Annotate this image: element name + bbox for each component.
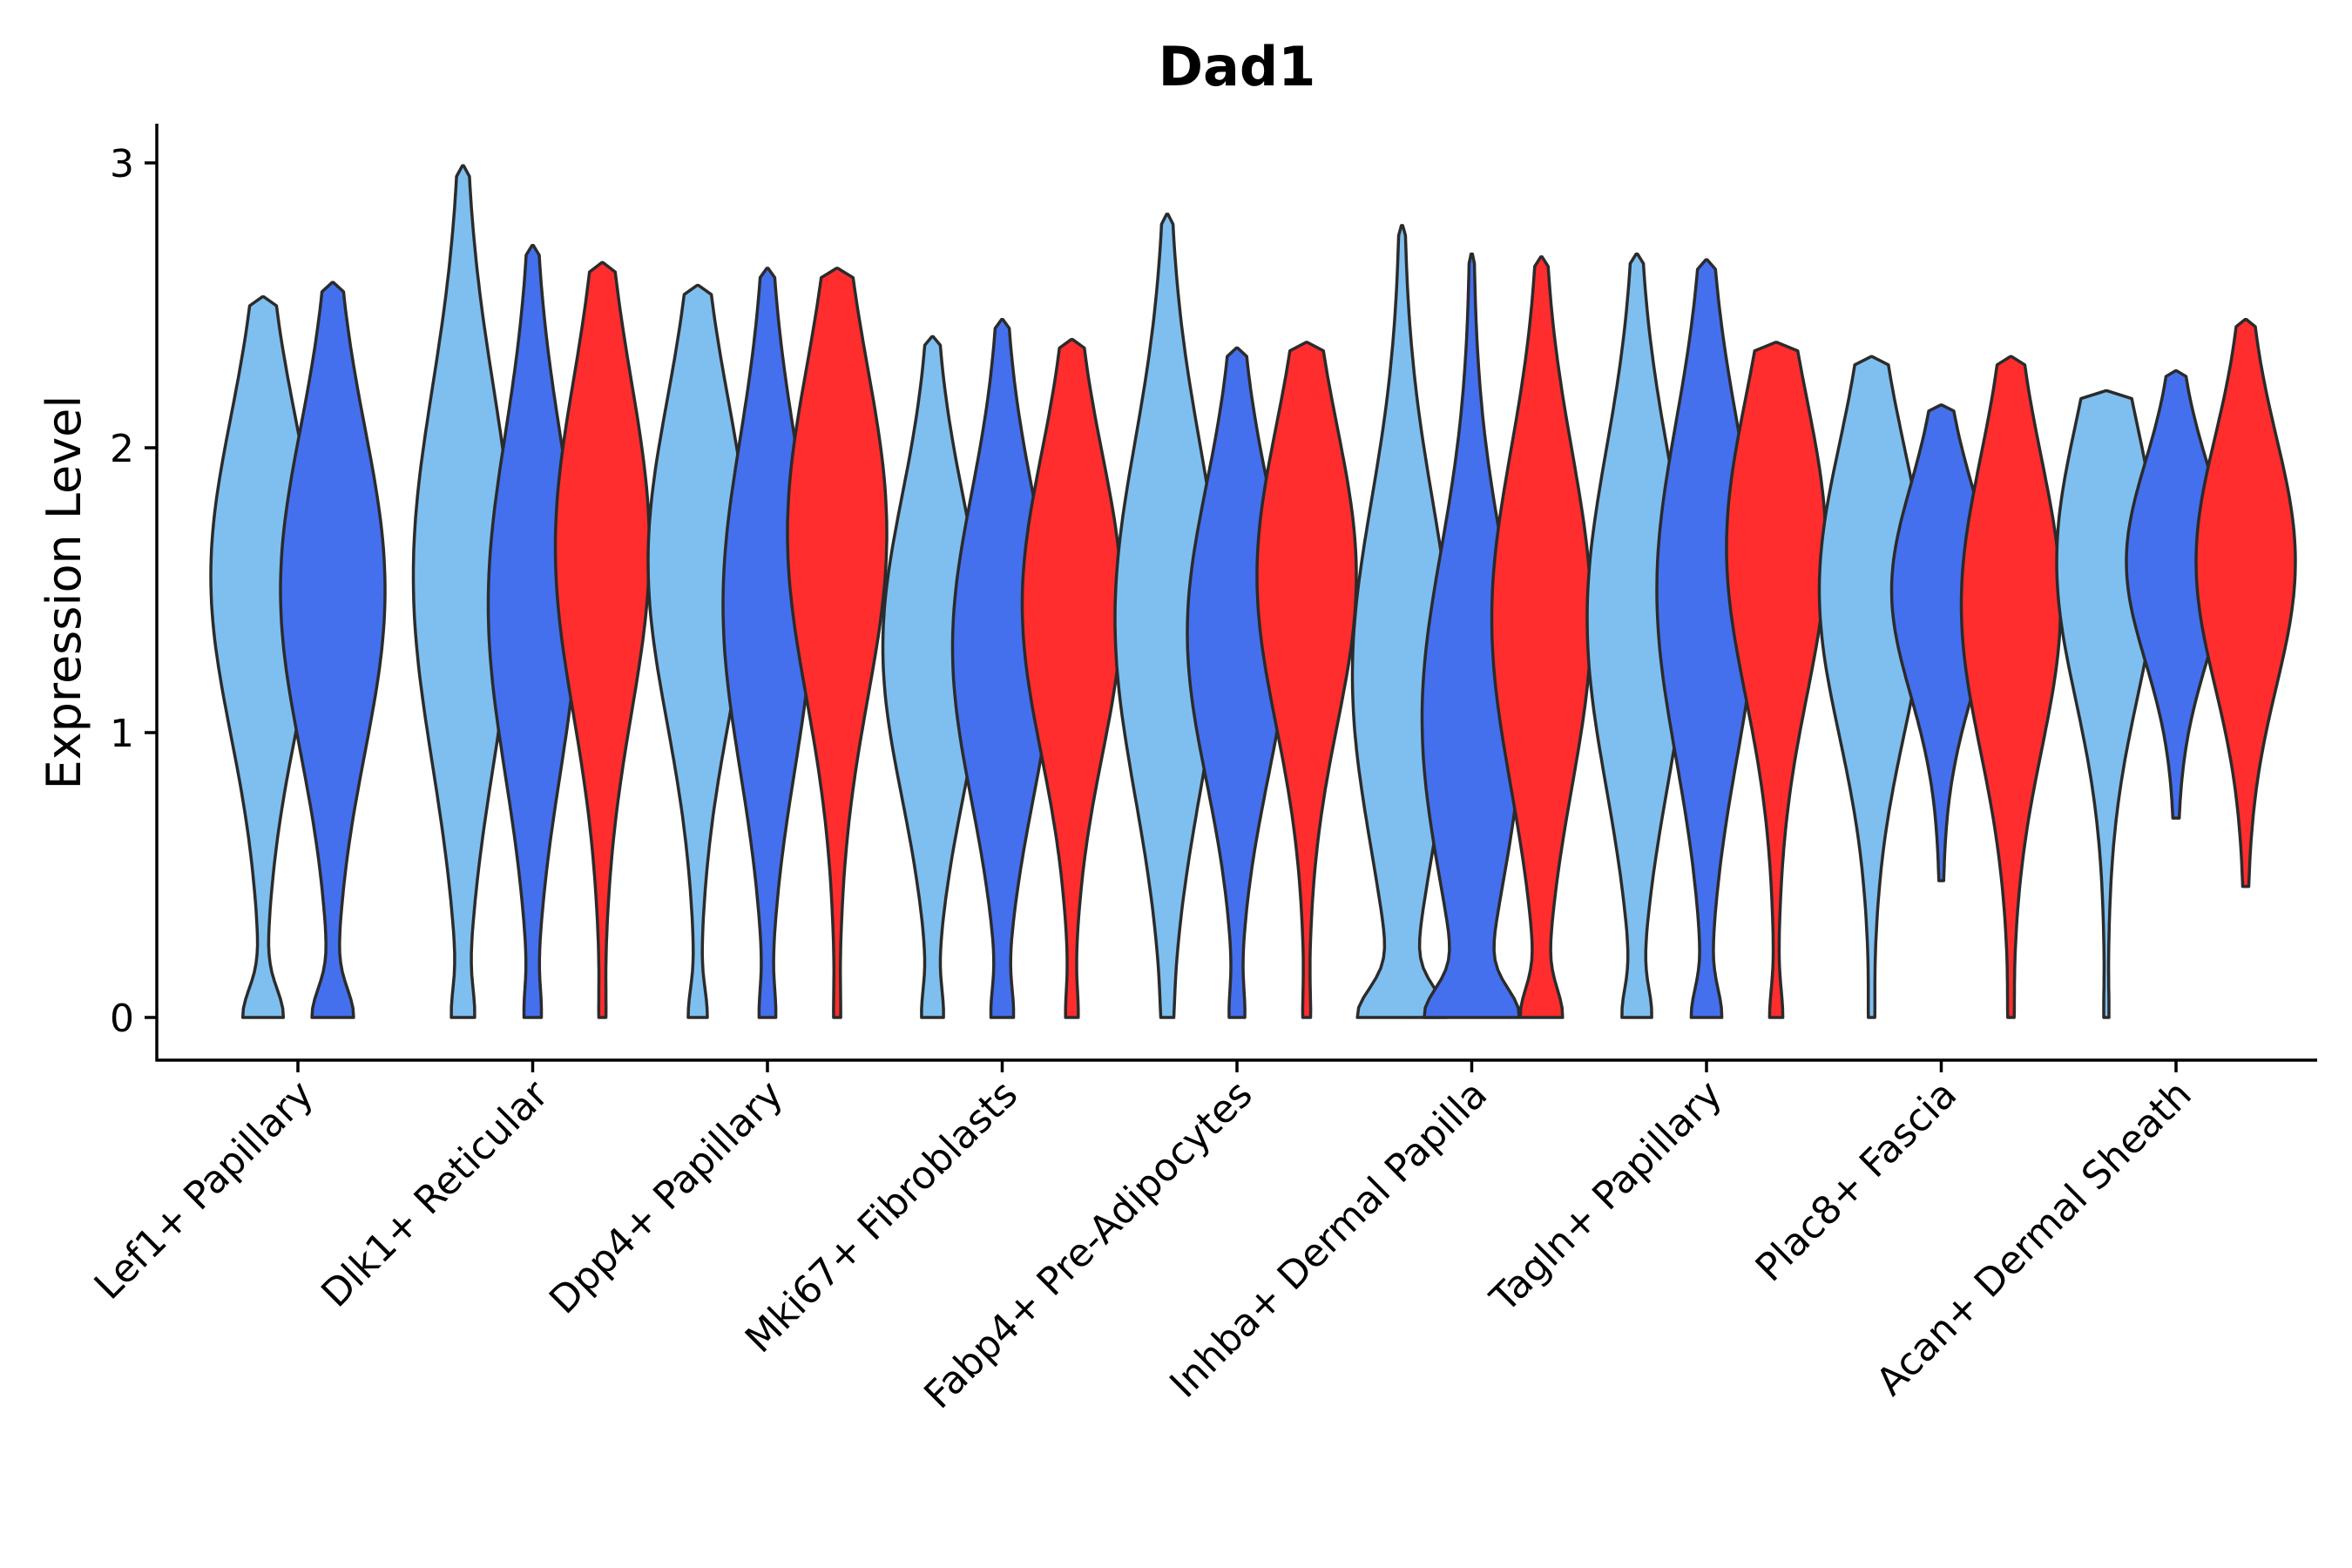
y-tick-label-2: 2 [110, 427, 134, 471]
violin-5-2 [1490, 255, 1593, 1019]
violin-4-2 [1255, 341, 1358, 1019]
y-tick-label-3: 3 [110, 142, 134, 186]
violin-2-0 [646, 283, 749, 1019]
violin-7-1 [1889, 403, 1993, 882]
violin-2-2 [786, 267, 889, 1019]
violin-3-1 [950, 318, 1054, 1019]
violin-2-1 [721, 267, 814, 1019]
violin-1-2 [553, 260, 652, 1019]
violin-6-0 [1585, 252, 1688, 1019]
y-tick-label-0: 0 [110, 997, 134, 1041]
violin-3-2 [1020, 337, 1124, 1019]
x-category-label-2: Dpp4+ Papillary [541, 1072, 792, 1323]
y-tick-label-1: 1 [110, 712, 134, 756]
violin-7-2 [1959, 355, 2063, 1019]
x-category-label-7: Plac8+ Fascia [1747, 1072, 1966, 1291]
violin-7-0 [1817, 355, 1926, 1019]
violins-layer [209, 164, 2297, 1019]
violin-8-1 [2125, 368, 2227, 820]
violin-0-1 [279, 280, 387, 1019]
x-category-label-0: Lef1+ Papillary [86, 1072, 322, 1308]
violin-8-2 [2194, 318, 2297, 889]
x-category-label-1: Dlk1+ Reticular [313, 1071, 558, 1316]
violin-3-0 [881, 335, 984, 1019]
violin-6-1 [1655, 258, 1758, 1019]
chart-title: Dad1 [1159, 35, 1316, 98]
x-category-label-6: Tagln+ Papillary [1482, 1072, 1731, 1321]
y-axis-label: Expression Level [37, 395, 91, 790]
violin-1-1 [486, 244, 579, 1019]
violin-6-2 [1725, 341, 1828, 1019]
violin-0-0 [209, 294, 317, 1019]
